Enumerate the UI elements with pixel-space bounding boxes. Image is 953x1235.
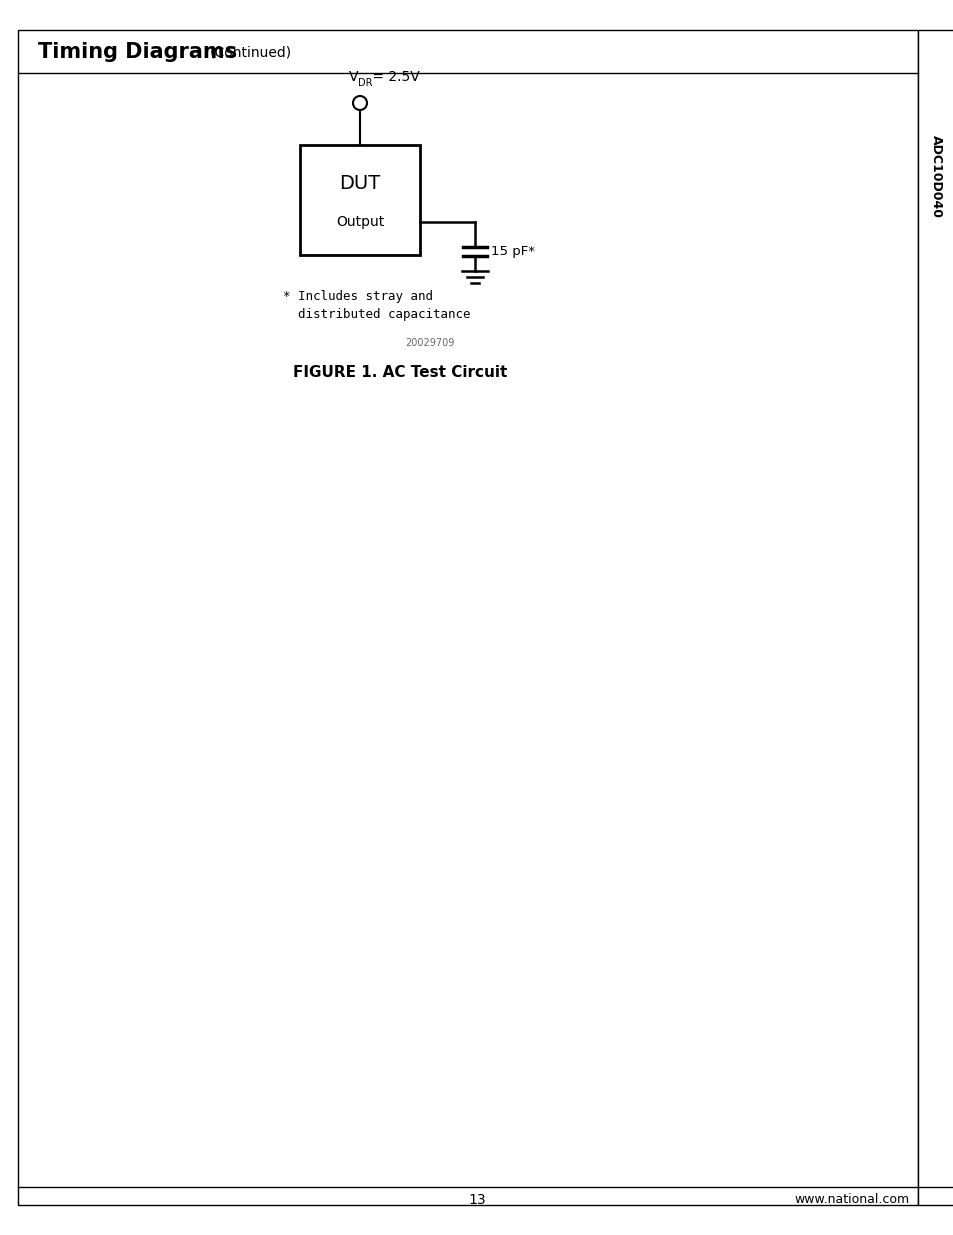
Text: Timing Diagrams: Timing Diagrams — [38, 42, 237, 62]
Text: * Includes stray and: * Includes stray and — [283, 290, 433, 303]
Circle shape — [353, 96, 367, 110]
Bar — [917, 30, 953, 1205]
Text: V: V — [348, 70, 357, 84]
Text: distributed capacitance: distributed capacitance — [283, 308, 470, 321]
Text: = 2.5V: = 2.5V — [368, 70, 419, 84]
Text: www.national.com: www.national.com — [794, 1193, 909, 1207]
Bar — [299, 144, 419, 254]
Text: ADC10D040: ADC10D040 — [928, 135, 942, 219]
Text: DUT: DUT — [339, 174, 380, 193]
Text: 20029709: 20029709 — [405, 338, 455, 348]
Text: Output: Output — [335, 215, 384, 228]
Text: DR: DR — [357, 78, 372, 88]
Text: FIGURE 1. AC Test Circuit: FIGURE 1. AC Test Circuit — [293, 366, 507, 380]
Text: 15 pF*: 15 pF* — [491, 245, 535, 258]
Text: (Continued): (Continued) — [210, 44, 292, 59]
Text: 13: 13 — [468, 1193, 485, 1207]
